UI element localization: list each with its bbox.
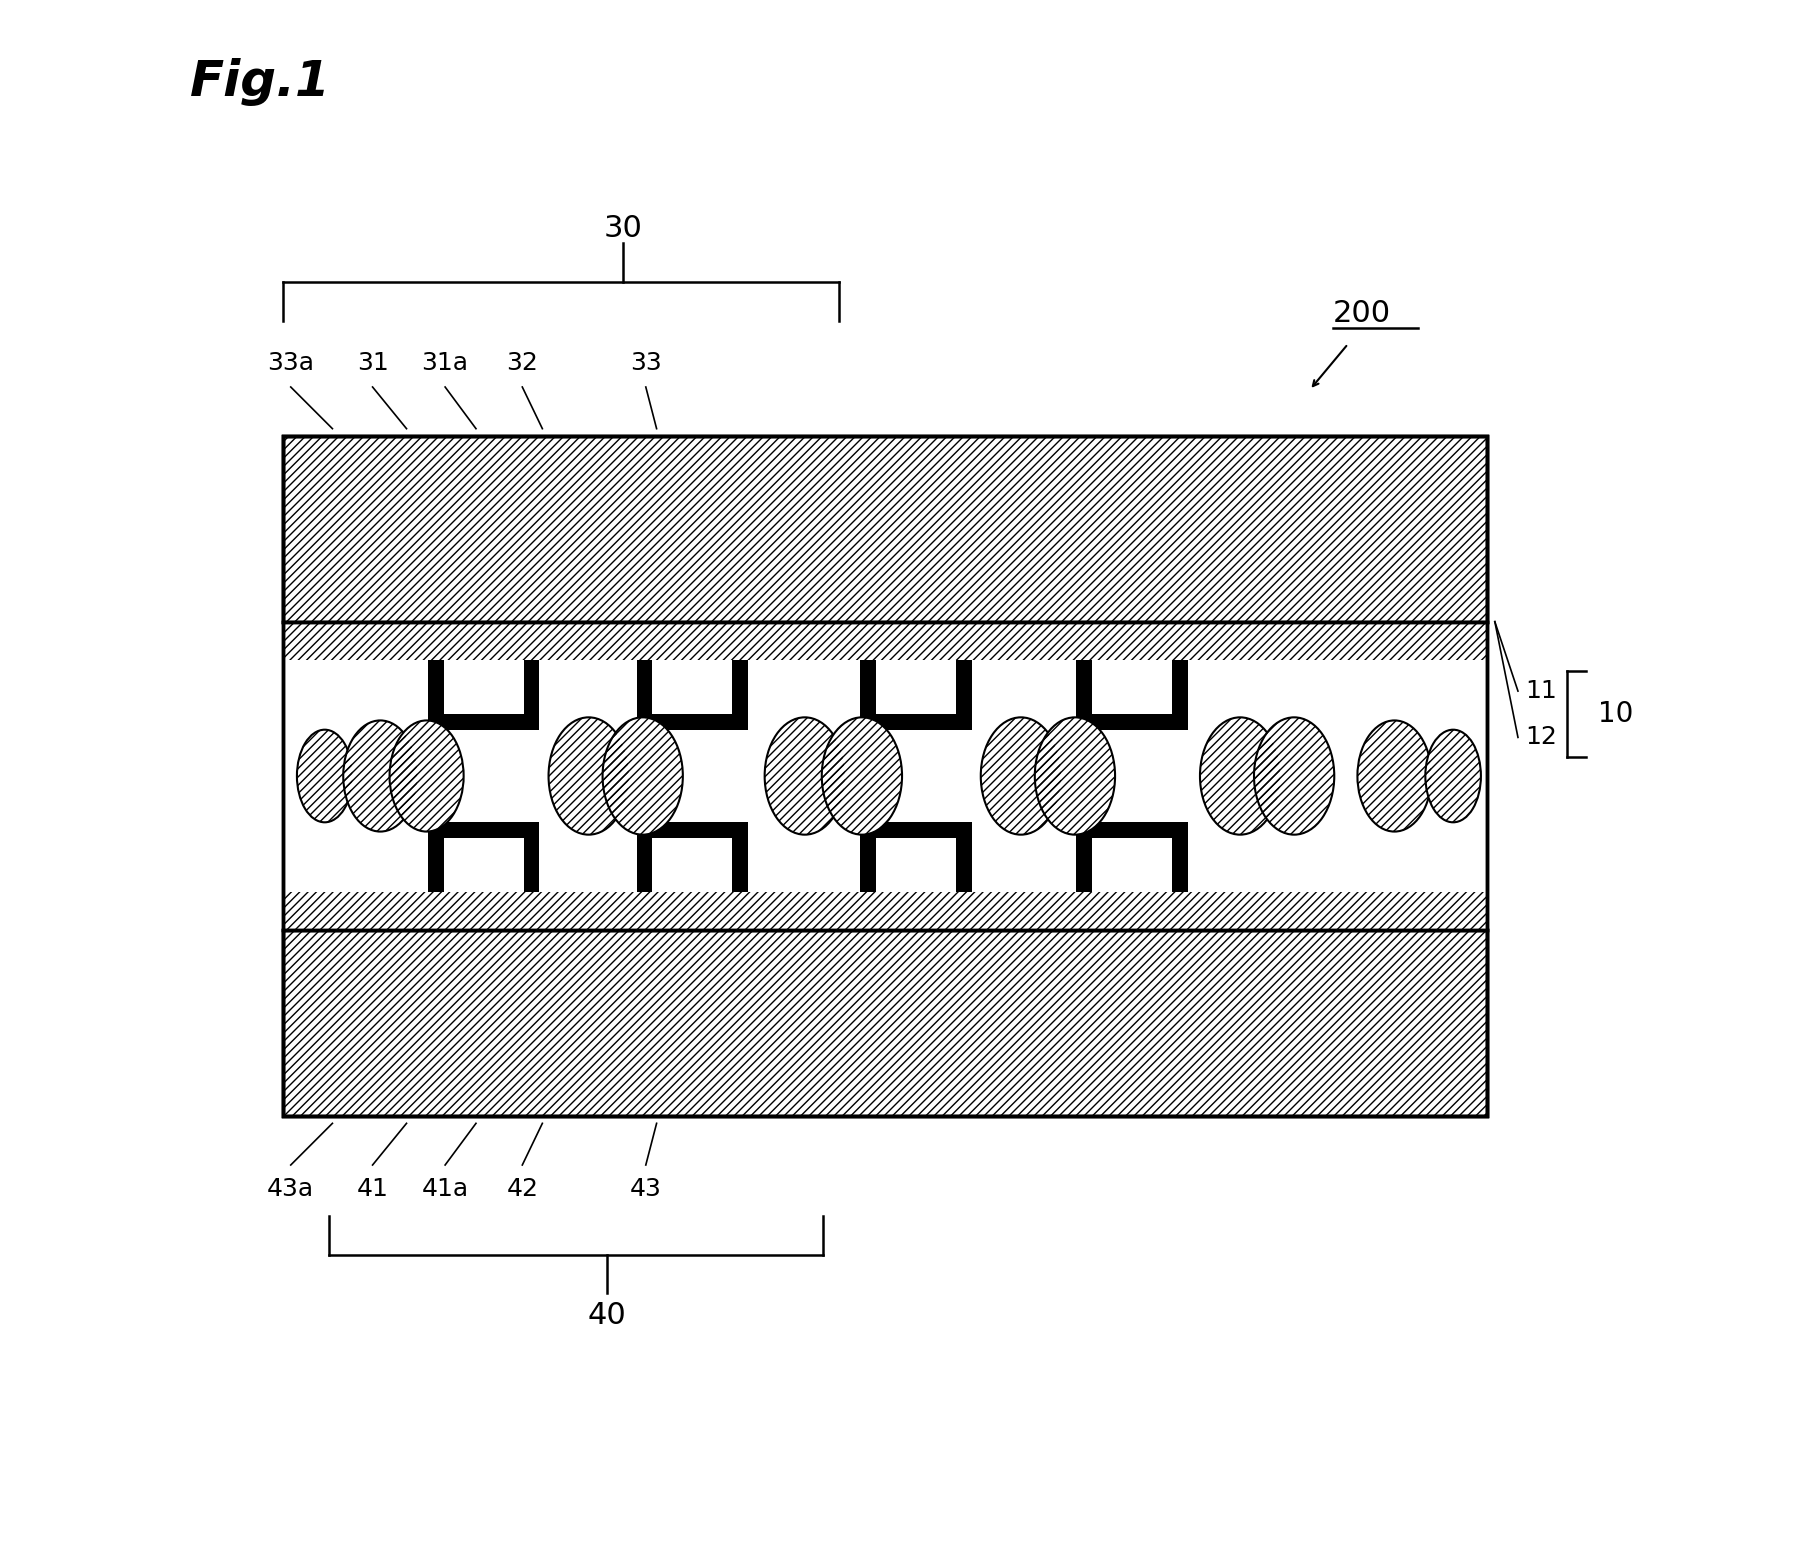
- Ellipse shape: [765, 717, 845, 835]
- Bar: [1077, 660, 1091, 729]
- Bar: [861, 660, 875, 729]
- Bar: [636, 823, 652, 892]
- Bar: [283, 436, 1488, 622]
- Ellipse shape: [1425, 729, 1480, 823]
- Text: 32: 32: [506, 351, 538, 374]
- Bar: [524, 823, 538, 892]
- Bar: [1077, 823, 1187, 838]
- Text: 40: 40: [587, 1301, 627, 1330]
- Text: 33: 33: [630, 351, 661, 374]
- Bar: [1077, 714, 1187, 729]
- Bar: [1077, 823, 1091, 892]
- Bar: [733, 660, 747, 729]
- Bar: [429, 660, 538, 729]
- Bar: [283, 622, 1488, 660]
- Bar: [283, 930, 1488, 1116]
- Text: 31: 31: [357, 351, 389, 374]
- Bar: [1172, 660, 1187, 729]
- Bar: [429, 714, 538, 729]
- Text: 12: 12: [1525, 725, 1558, 750]
- Bar: [636, 660, 747, 729]
- Text: 30: 30: [603, 214, 643, 244]
- Bar: [636, 823, 747, 838]
- Text: 43: 43: [630, 1178, 661, 1201]
- Text: 41a: 41a: [421, 1178, 468, 1201]
- Bar: [283, 930, 1488, 1116]
- Bar: [283, 436, 1488, 1116]
- Bar: [861, 714, 971, 729]
- Bar: [956, 660, 971, 729]
- Ellipse shape: [1036, 717, 1115, 835]
- Text: 33a: 33a: [267, 351, 313, 374]
- Bar: [956, 823, 971, 892]
- Ellipse shape: [603, 717, 683, 835]
- Ellipse shape: [821, 717, 902, 835]
- Bar: [733, 823, 747, 892]
- Bar: [636, 660, 652, 729]
- Bar: [636, 714, 747, 729]
- Ellipse shape: [344, 720, 418, 832]
- Bar: [283, 622, 1488, 930]
- Text: Fig.1: Fig.1: [191, 57, 331, 106]
- Ellipse shape: [389, 720, 463, 832]
- Bar: [283, 892, 1488, 930]
- Bar: [861, 660, 971, 729]
- Text: 31a: 31a: [421, 351, 468, 374]
- Ellipse shape: [297, 729, 353, 823]
- Text: 200: 200: [1333, 300, 1390, 329]
- Bar: [283, 892, 1488, 930]
- Bar: [429, 823, 443, 892]
- Bar: [283, 622, 1488, 660]
- Text: 43a: 43a: [267, 1178, 315, 1201]
- Bar: [1172, 823, 1187, 892]
- Text: 41: 41: [357, 1178, 389, 1201]
- Ellipse shape: [1199, 717, 1281, 835]
- Bar: [524, 660, 538, 729]
- Bar: [1077, 660, 1187, 729]
- Text: 10: 10: [1597, 700, 1634, 728]
- Ellipse shape: [1253, 717, 1335, 835]
- Bar: [283, 436, 1488, 622]
- Bar: [429, 823, 538, 838]
- Ellipse shape: [549, 717, 629, 835]
- Bar: [861, 823, 875, 892]
- Bar: [861, 823, 971, 838]
- Ellipse shape: [982, 717, 1061, 835]
- Bar: [283, 436, 1488, 1116]
- Text: 42: 42: [506, 1178, 538, 1201]
- Bar: [429, 660, 443, 729]
- Text: 11: 11: [1525, 680, 1558, 703]
- Ellipse shape: [1358, 720, 1432, 832]
